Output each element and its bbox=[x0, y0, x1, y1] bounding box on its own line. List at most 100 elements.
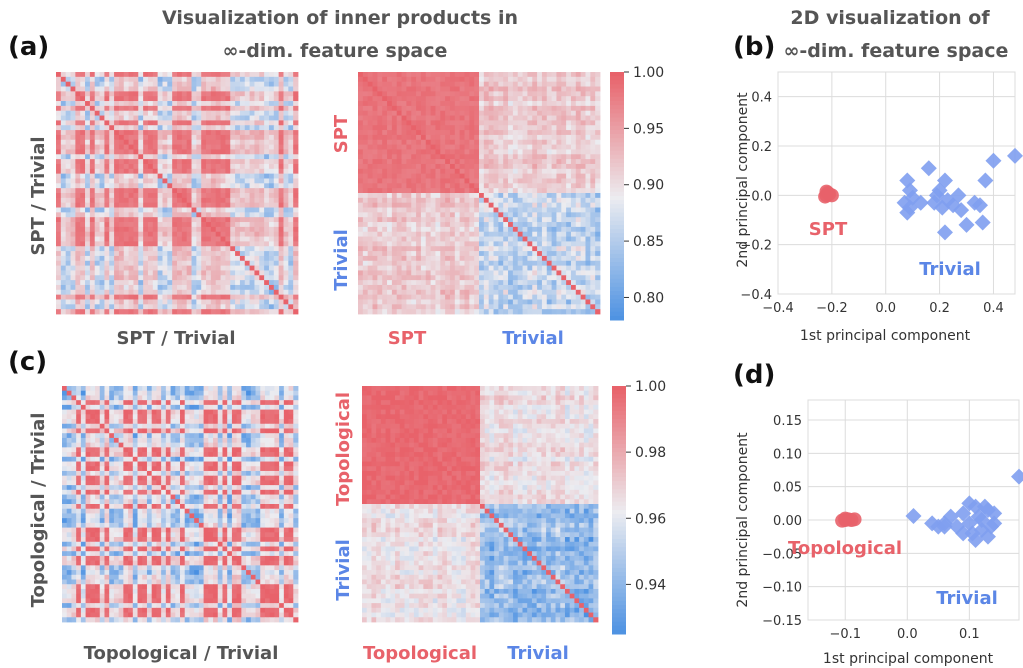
heatmap-a-right-cell bbox=[435, 246, 441, 252]
heatmap-a-left-cell bbox=[235, 130, 241, 136]
heatmap-a-right-cell bbox=[401, 241, 407, 247]
heatmap-a-right-cell bbox=[454, 130, 461, 136]
heatmap-a-left-cell bbox=[186, 154, 192, 160]
heatmap-a-right-cell bbox=[580, 284, 586, 291]
heatmap-a-right-cell bbox=[411, 207, 417, 213]
heatmap-a-left-cell bbox=[118, 105, 125, 112]
heatmap-a-left-cell bbox=[167, 134, 173, 141]
heatmap-a-right-cell bbox=[372, 105, 378, 112]
heatmap-a-left-cell bbox=[80, 207, 86, 213]
heatmap-a-right-cell bbox=[595, 197, 601, 204]
heatmap-a-left-cell bbox=[80, 255, 86, 262]
heatmap-a-left-cell bbox=[273, 72, 280, 78]
heatmap-a-left-cell bbox=[152, 110, 159, 116]
heatmap-a-left-cell bbox=[138, 255, 144, 262]
heatmap-a-right-cell bbox=[479, 96, 485, 102]
heatmap-a-left-cell bbox=[177, 115, 183, 121]
heatmap-a-left-cell bbox=[201, 76, 207, 83]
heatmap-a-left-cell bbox=[264, 246, 270, 252]
heatmap-a-left-cell bbox=[147, 222, 154, 228]
heatmap-a-left-cell bbox=[288, 173, 294, 179]
heatmap-a-right-cell bbox=[488, 91, 494, 97]
heatmap-a-right-cell bbox=[372, 120, 378, 126]
heatmap-a-left-cell bbox=[254, 120, 260, 126]
heatmap-a-left-cell bbox=[138, 236, 144, 242]
heatmap-a-left-cell bbox=[225, 251, 231, 257]
heatmap-a-right-cell bbox=[488, 125, 494, 131]
heatmap-a-right-cell bbox=[527, 212, 533, 218]
heatmap-a-right-cell bbox=[479, 105, 485, 112]
heatmap-a-left-cell bbox=[147, 168, 154, 175]
heatmap-a-left-cell bbox=[249, 96, 255, 102]
heatmap-a-right-cell bbox=[411, 125, 417, 131]
heatmap-a-right-cell bbox=[396, 212, 402, 218]
heatmap-a-left-cell bbox=[65, 289, 71, 296]
heatmap-a-left-cell bbox=[191, 183, 197, 189]
heatmap-a-right-cell bbox=[479, 76, 485, 83]
heatmap-a-right-cell bbox=[493, 231, 499, 237]
heatmap-a-right-cell bbox=[474, 202, 480, 208]
heatmap-a-left-cell bbox=[186, 134, 192, 141]
heatmap-a-left-cell bbox=[230, 178, 236, 184]
heatmap-a-right-cell bbox=[532, 134, 538, 141]
heatmap-a-left-cell bbox=[191, 304, 197, 310]
heatmap-a-left-cell bbox=[109, 241, 115, 247]
heatmap-a-right-cell bbox=[440, 294, 446, 300]
heatmap-a-right-cell bbox=[474, 289, 480, 296]
heatmap-a-right-cell bbox=[493, 159, 499, 165]
heatmap-a-left-cell bbox=[147, 236, 154, 242]
heatmap-a-left-cell bbox=[143, 168, 149, 175]
heatmap-a-right-cell bbox=[590, 105, 596, 112]
heatmap-a-right-cell bbox=[575, 236, 582, 242]
heatmap-a-left-cell bbox=[162, 72, 168, 78]
heatmap-a-left-cell bbox=[293, 125, 299, 131]
heatmap-a-right-cell bbox=[358, 246, 364, 252]
heatmap-a-left-cell bbox=[65, 222, 71, 228]
heatmap-a-left-cell bbox=[273, 110, 280, 116]
heatmap-a-right-cell bbox=[396, 255, 402, 262]
heatmap-a-right-cell bbox=[401, 173, 407, 179]
heatmap-a-left-cell bbox=[186, 207, 192, 213]
heatmap-a-right-cell bbox=[585, 304, 591, 310]
heatmap-a-left-cell bbox=[273, 178, 280, 184]
heatmap-a-left-cell bbox=[118, 309, 125, 315]
heatmap-a-right-cell bbox=[561, 76, 567, 83]
heatmap-a-right-cell bbox=[537, 134, 543, 141]
heatmap-a-left-cell bbox=[167, 246, 173, 252]
heatmap-a-right-cell bbox=[512, 299, 519, 305]
heatmap-a-right-cell bbox=[411, 265, 417, 271]
heatmap-a-right-cell bbox=[459, 168, 465, 175]
heatmap-a-left-cell bbox=[172, 159, 178, 165]
heatmap-a-left-cell bbox=[56, 96, 62, 102]
heatmap-a-left-cell bbox=[89, 144, 96, 150]
heatmap-a-right-cell bbox=[527, 299, 533, 305]
heatmap-a-left-cell bbox=[56, 289, 62, 296]
heatmap-a-right-cell bbox=[411, 246, 417, 252]
heatmap-a-right-cell bbox=[435, 265, 441, 271]
heatmap-a-left-cell bbox=[254, 207, 260, 213]
heatmap-a-left-cell bbox=[133, 236, 139, 242]
heatmap-a-left-cell bbox=[80, 134, 86, 141]
heatmap-a-right-cell bbox=[546, 105, 552, 112]
heatmap-a-right-cell bbox=[387, 241, 393, 247]
heatmap-a-left-cell bbox=[186, 241, 192, 247]
heatmap-a-left-cell bbox=[181, 86, 188, 92]
heatmap-a-left-cell bbox=[264, 255, 270, 262]
heatmap-a-right-cell bbox=[503, 294, 509, 300]
heatmap-a-left-cell bbox=[94, 159, 100, 165]
heatmap-a-left-cell bbox=[123, 130, 129, 136]
heatmap-a-left-cell bbox=[65, 193, 71, 199]
heatmap-a-right-cell bbox=[566, 173, 572, 179]
heatmap-a-left-cell bbox=[239, 236, 246, 242]
heatmap-a-left-cell bbox=[244, 217, 250, 223]
heatmap-a-left-cell bbox=[80, 193, 86, 199]
heatmap-a-left-cell bbox=[109, 173, 115, 179]
heatmap-a-right-cell bbox=[435, 110, 441, 116]
heatmap-a-left-cell bbox=[230, 246, 236, 252]
heatmap-a-right-cell bbox=[595, 101, 601, 107]
heatmap-a-left-cell bbox=[186, 168, 192, 175]
heatmap-a-right-cell bbox=[546, 178, 552, 184]
heatmap-a-right-cell bbox=[435, 149, 441, 155]
heatmap-a-left-cell bbox=[167, 265, 173, 271]
heatmap-a-right-cell bbox=[459, 105, 465, 112]
